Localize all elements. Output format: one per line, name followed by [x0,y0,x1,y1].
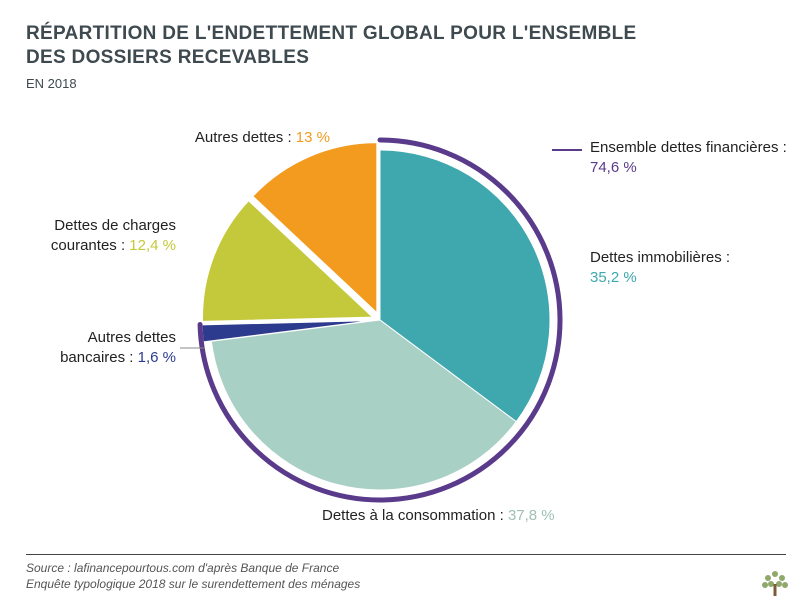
label-autres-dettes: Autres dettes : 13 % [195,128,330,148]
label-pct: 1,6 % [138,349,176,366]
source-line2: Enquête typologique 2018 sur le surendet… [26,577,360,591]
tree-logo-icon [758,564,792,598]
label-pct: 35,2 % [590,269,637,286]
label-pct: 74,6 % [590,159,637,176]
label-pct: 37,8 % [508,507,555,524]
source-line1: Source : lafinancepourtous.com d'après B… [26,561,339,575]
label-consommation: Dettes à la consommation : 37,8 % [322,506,555,526]
label-text-line1: Autres dettes [88,329,176,346]
label-text: Dettes immobilières : [590,249,730,266]
label-autres-bancaires: Autres dettes bancaires : 1,6 % [60,328,176,367]
label-ensemble-financieres: Ensemble dettes financières : 74,6 % [590,138,787,177]
label-pct: 13 % [296,129,330,146]
label-text-line2: bancaires : [60,349,133,366]
label-text: Ensemble dettes financières : [590,139,787,156]
label-pct: 12,4 % [129,237,176,254]
label-immobilieres: Dettes immobilières : 35,2 % [590,248,730,287]
label-text-line1: Dettes de charges [54,217,176,234]
label-text: Dettes à la consommation : [322,507,504,524]
label-charges-courantes: Dettes de charges courantes : 12,4 % [51,216,176,255]
source-text: Source : lafinancepourtous.com d'après B… [26,560,360,592]
label-text-line2: courantes : [51,237,125,254]
footer-divider [26,554,786,555]
label-text: Autres dettes : [195,129,292,146]
